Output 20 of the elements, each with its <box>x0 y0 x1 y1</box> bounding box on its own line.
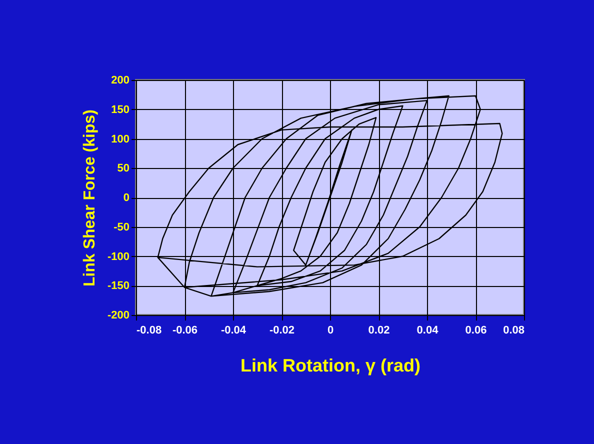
x-tick-label: 0.02 <box>368 324 390 336</box>
x-axis-title: Link Rotation, γ (rad) <box>240 356 421 376</box>
y-tick-label: 200 <box>111 74 130 86</box>
y-tick-label: 0 <box>123 192 130 204</box>
x-tick-label: 0.08 <box>503 324 524 336</box>
y-axis-title: Link Shear Force (kips) <box>81 110 98 286</box>
y-tick-label: -200 <box>107 310 130 322</box>
x-tick-label: -0.04 <box>220 324 247 336</box>
x-tick-label: 0.04 <box>416 324 440 336</box>
x-tick-label: 0 <box>327 324 334 336</box>
x-tick-label: -0.08 <box>136 324 162 336</box>
y-tick-label: 50 <box>117 162 130 175</box>
y-tick-label: 150 <box>111 104 130 116</box>
y-tick-label: -100 <box>107 250 130 263</box>
y-tick-label: -150 <box>107 280 130 292</box>
x-tick-label: -0.02 <box>269 324 295 336</box>
y-tick-label: 100 <box>111 133 130 146</box>
x-tick-label: -0.06 <box>172 324 198 336</box>
x-tick-label: 0.06 <box>465 324 487 336</box>
y-tick-label: -50 <box>114 221 130 234</box>
